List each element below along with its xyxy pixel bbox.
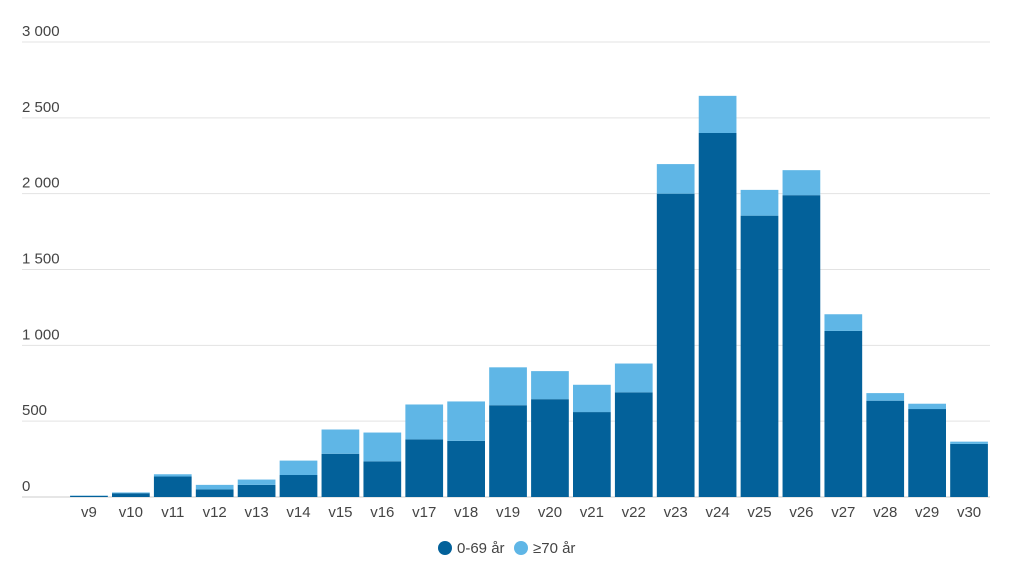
y-tick-label: 500 <box>22 402 47 419</box>
x-tick-label: v19 <box>496 504 520 521</box>
bar-v29-series-0 <box>908 409 946 497</box>
x-tick-label: v21 <box>580 504 604 521</box>
x-tick-label: v28 <box>873 504 897 521</box>
bar-v21-series-0 <box>573 412 611 497</box>
bar-v25-series-0 <box>741 216 779 497</box>
x-tick-label: v18 <box>454 504 478 521</box>
x-tick-label: v24 <box>705 504 729 521</box>
bar-v27-series-1 <box>824 314 862 331</box>
bar-v30-series-0 <box>950 444 988 497</box>
bar-v9-series-0 <box>70 496 108 497</box>
x-tick-label: v30 <box>957 504 981 521</box>
bar-v19-series-1 <box>489 367 527 405</box>
x-tick-label: v14 <box>286 504 310 521</box>
bar-v14-series-0 <box>280 475 318 497</box>
bar-v28-series-1 <box>866 393 904 401</box>
bar-v12-series-1 <box>196 485 234 490</box>
bar-v27-series-0 <box>824 331 862 497</box>
legend: 0-69 år ≥70 år <box>438 540 575 557</box>
bar-v20-series-0 <box>531 399 569 497</box>
x-tick-label: v13 <box>244 504 268 521</box>
x-tick-label: v10 <box>119 504 143 521</box>
legend-swatch <box>438 541 452 555</box>
x-tick-label: v29 <box>915 504 939 521</box>
bar-v17-series-1 <box>405 404 443 439</box>
bar-v16-series-0 <box>363 461 401 497</box>
bar-v23-series-0 <box>657 194 695 497</box>
bar-v16-series-1 <box>363 433 401 462</box>
x-tick-label: v26 <box>789 504 813 521</box>
x-axis-ticks: v9 v10 v11 v12 v13 v14 v15 v16 v17 v18 v19 v20 v21 v2… <box>81 504 981 521</box>
bar-v30-series-1 <box>950 442 988 444</box>
bar-v23-series-1 <box>657 164 695 194</box>
y-axis-ticks: 0 500 1 000 1 500 2 000 2 500 3 000 <box>22 23 60 495</box>
bar-v18-series-1 <box>447 401 485 440</box>
bar-v24-series-0 <box>699 133 737 497</box>
bar-v11-series-0 <box>154 477 192 497</box>
bar-v26-series-0 <box>783 195 821 497</box>
bar-v19-series-0 <box>489 405 527 497</box>
x-tick-label: v22 <box>622 504 646 521</box>
bar-v14-series-1 <box>280 461 318 475</box>
x-tick-label: v27 <box>831 504 855 521</box>
x-tick-label: v12 <box>203 504 227 521</box>
bar-v29-series-1 <box>908 404 946 409</box>
bar-v12-series-0 <box>196 489 234 497</box>
legend-label: ≥70 år <box>533 540 575 557</box>
bar-v21-series-1 <box>573 385 611 412</box>
bar-v22-series-0 <box>615 392 653 497</box>
bar-v13-series-0 <box>238 485 276 497</box>
bar-v18-series-0 <box>447 441 485 497</box>
y-tick-label: 1 500 <box>22 251 60 268</box>
bar-v11-series-1 <box>154 474 192 476</box>
x-tick-label: v25 <box>747 504 771 521</box>
y-tick-label: 3 000 <box>22 23 60 40</box>
legend-swatch <box>514 541 528 555</box>
legend-label: 0-69 år <box>457 540 505 557</box>
y-tick-label: 2 500 <box>22 99 60 116</box>
bar-v26-series-1 <box>783 170 821 195</box>
y-tick-label: 1 000 <box>22 326 60 343</box>
x-tick-label: v15 <box>328 504 352 521</box>
bar-v20-series-1 <box>531 371 569 399</box>
bar-v15-series-0 <box>322 454 360 497</box>
bar-v24-series-1 <box>699 96 737 133</box>
bar-v25-series-1 <box>741 190 779 216</box>
bar-v13-series-1 <box>238 480 276 485</box>
bar-v10-series-0 <box>112 493 150 497</box>
y-tick-label: 2 000 <box>22 175 60 192</box>
bar-v28-series-0 <box>866 401 904 497</box>
bar-v17-series-0 <box>405 439 443 497</box>
x-tick-label: v17 <box>412 504 436 521</box>
x-tick-label: v11 <box>161 504 184 521</box>
bars <box>70 96 988 497</box>
bar-v22-series-1 <box>615 364 653 393</box>
bar-v10-series-1 <box>112 492 150 493</box>
x-tick-label: v9 <box>81 504 97 521</box>
x-tick-label: v20 <box>538 504 562 521</box>
y-tick-label: 0 <box>22 478 30 495</box>
bar-v15-series-1 <box>322 430 360 454</box>
x-tick-label: v16 <box>370 504 394 521</box>
x-tick-label: v23 <box>664 504 688 521</box>
